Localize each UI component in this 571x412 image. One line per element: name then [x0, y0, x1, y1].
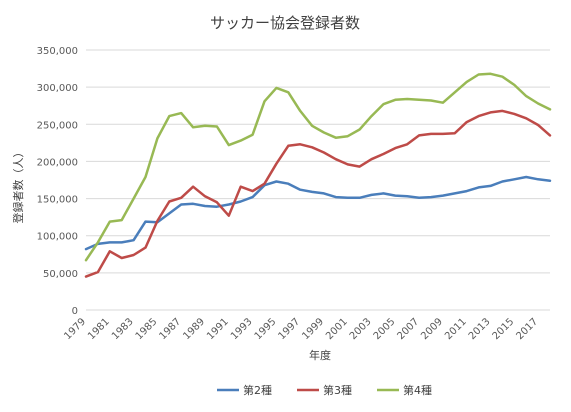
chart-title: サッカー協会登録者数 [210, 14, 360, 32]
x-tick-label: 2013 [467, 316, 493, 342]
x-tick-label: 1997 [276, 316, 302, 342]
x-tick-label: 2005 [372, 316, 398, 342]
y-tick-label: 100,000 [37, 232, 78, 243]
x-tick-label: 2001 [324, 316, 350, 342]
x-tick-label: 2017 [514, 316, 540, 342]
series-line-3 [84, 72, 552, 262]
legend-label-3: 第4種 [403, 383, 432, 397]
y-axis-ticks: 0 50,000 100,000 150,000 200,000 250,000 300,0… [37, 46, 78, 317]
y-tick-label: 250,000 [37, 120, 78, 131]
x-tick-label: 1995 [253, 316, 279, 342]
x-tick-label: 2009 [419, 316, 445, 342]
x-tick-label: 1993 [229, 316, 255, 342]
legend-label-2: 第3種 [323, 383, 352, 397]
y-axis-label: 登録者数（人） [11, 147, 25, 224]
x-axis-ticks: 1979198119831985198719891991199319951997… [62, 316, 540, 342]
x-tick-label: 2015 [491, 316, 517, 342]
series-line-1 [84, 175, 552, 251]
y-tick-label: 150,000 [37, 195, 78, 206]
y-tick-label: 300,000 [37, 83, 78, 94]
legend-label-1: 第2種 [243, 383, 272, 397]
x-tick-label: 2011 [443, 316, 469, 342]
y-tick-label: 0 [72, 306, 78, 317]
y-tick-label: 350,000 [37, 46, 78, 57]
series-lines [84, 72, 552, 278]
legend: 第2種 第3種 第4種 [217, 383, 432, 397]
gridlines [86, 49, 550, 311]
x-tick-label: 1987 [158, 316, 184, 342]
x-tick-label: 1991 [205, 316, 231, 342]
x-axis-label: 年度 [309, 348, 331, 362]
series-line-2 [84, 109, 552, 278]
x-tick-label: 2007 [395, 316, 421, 342]
x-tick-label: 1989 [181, 316, 207, 342]
x-tick-label: 1981 [86, 316, 112, 342]
y-tick-label: 200,000 [37, 157, 78, 168]
x-tick-label: 2003 [348, 316, 374, 342]
x-tick-label: 1985 [134, 316, 160, 342]
x-tick-label: 1999 [300, 316, 326, 342]
x-tick-label: 1983 [110, 316, 136, 342]
x-tick-label: 1979 [62, 316, 88, 342]
y-tick-label: 50,000 [43, 269, 78, 280]
